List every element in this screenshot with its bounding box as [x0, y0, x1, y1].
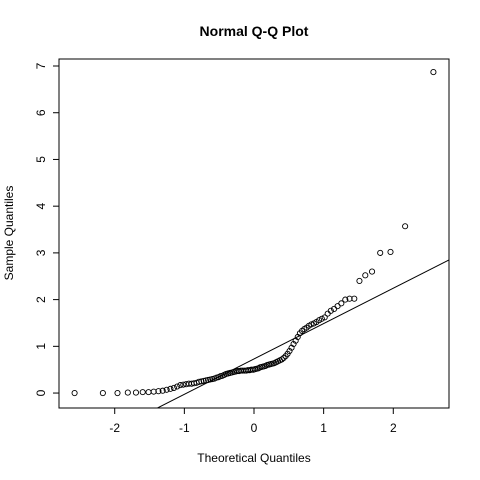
point	[356, 277, 363, 284]
point	[327, 307, 334, 314]
x-tick-label: 0	[251, 421, 258, 435]
point	[167, 385, 174, 392]
point	[71, 389, 78, 397]
point	[132, 389, 140, 396]
x-tick-label: 2	[390, 421, 397, 435]
point	[324, 310, 331, 317]
point	[180, 381, 187, 388]
point	[174, 383, 181, 390]
point	[114, 389, 121, 397]
point	[387, 248, 394, 256]
point	[124, 389, 131, 396]
point	[278, 356, 285, 363]
point	[321, 314, 328, 321]
y-axis-label: Sample Quantiles	[2, 186, 16, 281]
point	[155, 388, 162, 395]
y-tick-label: 3	[34, 249, 48, 256]
point	[139, 389, 146, 396]
point	[145, 389, 152, 396]
point	[280, 354, 287, 362]
point	[362, 272, 369, 279]
point	[402, 223, 409, 230]
reference-line	[156, 259, 449, 408]
point	[377, 249, 384, 256]
y-tick-label: 1	[34, 343, 48, 350]
point	[170, 384, 177, 391]
point	[286, 347, 293, 355]
point	[338, 300, 345, 307]
point	[198, 378, 205, 385]
point	[346, 295, 353, 302]
point	[351, 295, 358, 302]
chart-title: Normal Q-Q Plot	[200, 23, 309, 39]
y-tick-label: 6	[34, 109, 48, 116]
x-tick-label: 1	[320, 421, 327, 435]
x-tick-label: -1	[179, 421, 190, 435]
y-tick-label: 2	[34, 296, 48, 303]
point	[163, 386, 170, 393]
plot-frame	[58, 58, 450, 409]
point	[318, 315, 325, 322]
x-tick-label: -2	[109, 421, 120, 435]
point	[430, 69, 437, 76]
point	[99, 389, 106, 397]
y-tick-label: 5	[34, 156, 48, 163]
point	[177, 382, 184, 389]
y-tick-label: 4	[34, 203, 48, 210]
point	[200, 377, 207, 384]
y-tick-label: 0	[34, 389, 48, 396]
x-axis-label: Theoretical Quantiles	[197, 451, 310, 465]
y-tick-label: 7	[34, 62, 48, 69]
point	[342, 296, 349, 303]
point	[368, 268, 376, 275]
point	[159, 387, 166, 394]
